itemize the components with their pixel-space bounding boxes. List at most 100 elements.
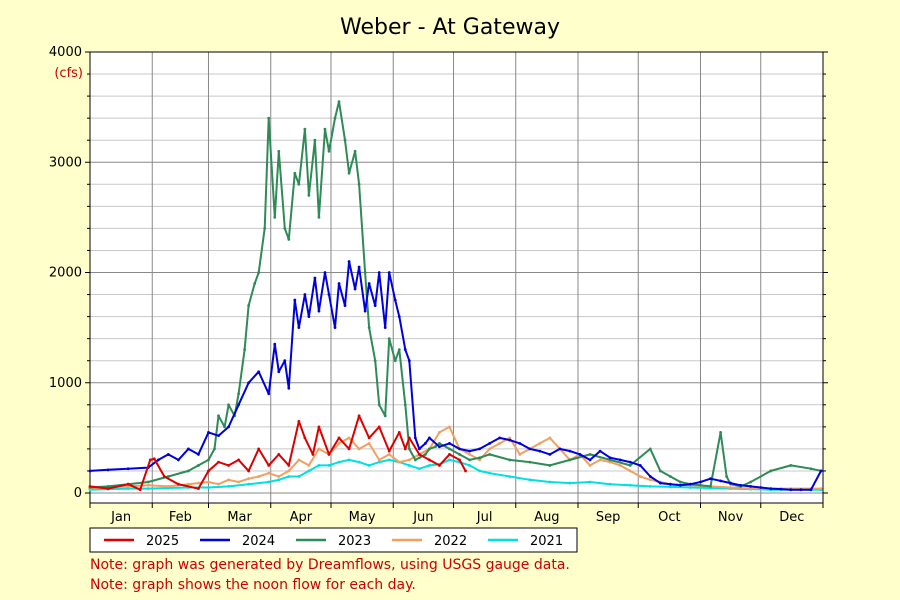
data-point-2021 xyxy=(608,482,612,486)
data-point-2024 xyxy=(423,441,427,445)
data-point-2024 xyxy=(789,488,793,492)
data-point-2023 xyxy=(548,464,552,467)
data-point-2022 xyxy=(508,436,512,440)
data-point-2022 xyxy=(478,458,481,462)
data-point-2025 xyxy=(367,436,371,440)
x-tick-label: Jul xyxy=(476,510,493,525)
y-tick-label: 4000 xyxy=(49,45,82,60)
data-point-2022 xyxy=(257,475,261,478)
data-point-2024 xyxy=(809,488,813,492)
data-point-2022 xyxy=(819,487,823,490)
data-point-2023 xyxy=(257,271,261,274)
data-point-2024 xyxy=(578,453,582,456)
data-point-2025 xyxy=(207,469,210,473)
data-point-2025 xyxy=(148,458,152,462)
data-point-2023 xyxy=(363,271,367,274)
data-point-2022 xyxy=(588,464,592,467)
data-point-2023 xyxy=(297,182,301,186)
data-point-2024 xyxy=(739,483,743,487)
data-point-2023 xyxy=(387,337,391,341)
data-point-2022 xyxy=(126,484,130,488)
plot-border xyxy=(89,51,824,504)
data-point-2022 xyxy=(518,453,522,456)
data-point-2022 xyxy=(187,482,190,486)
data-point-2022 xyxy=(367,441,371,445)
data-point-2025 xyxy=(448,453,451,456)
data-point-2023 xyxy=(488,453,492,456)
data-point-2023 xyxy=(283,227,287,230)
data-point-2023 xyxy=(207,458,210,462)
data-point-2022 xyxy=(347,436,351,440)
data-point-2024 xyxy=(273,342,277,346)
data-point-2021 xyxy=(568,481,572,485)
data-point-2021 xyxy=(488,471,492,475)
data-point-2023 xyxy=(699,483,702,487)
data-point-2023 xyxy=(373,359,377,363)
data-point-2024 xyxy=(427,436,431,440)
data-point-2024 xyxy=(598,449,602,453)
data-point-2023 xyxy=(809,467,813,471)
data-point-2021 xyxy=(689,486,692,489)
plot-area xyxy=(90,52,823,503)
data-point-2025 xyxy=(297,419,301,423)
data-point-2022 xyxy=(488,447,492,451)
data-point-2024 xyxy=(417,447,421,451)
data-point-2025 xyxy=(387,449,391,453)
note-noon-flow: Note: graph shows the noon flow for each… xyxy=(90,577,416,593)
data-point-2024 xyxy=(156,458,160,462)
y-tick-label: 3000 xyxy=(49,155,82,170)
data-point-2023 xyxy=(263,227,267,230)
data-point-2023 xyxy=(468,458,471,462)
data-point-2022 xyxy=(287,469,291,473)
data-point-2024 xyxy=(343,304,347,307)
data-point-2024 xyxy=(498,436,502,440)
data-point-2024 xyxy=(227,425,230,429)
data-point-2024 xyxy=(458,447,461,451)
data-point-2024 xyxy=(166,453,170,456)
data-point-2022 xyxy=(598,458,602,462)
data-point-2024 xyxy=(397,315,401,318)
data-point-2024 xyxy=(719,479,722,483)
data-point-2023 xyxy=(277,149,281,153)
data-point-2022 xyxy=(377,458,381,462)
data-point-2022 xyxy=(407,458,411,462)
data-point-2024 xyxy=(638,464,642,467)
data-point-2024 xyxy=(377,271,381,274)
data-point-2024 xyxy=(217,434,220,438)
data-point-2023 xyxy=(397,348,401,352)
data-point-2025 xyxy=(126,482,130,486)
data-point-2025 xyxy=(303,436,307,440)
data-point-2021 xyxy=(337,460,341,464)
data-point-2023 xyxy=(223,425,226,429)
note-source: Note: graph was generated by Dreamflows,… xyxy=(90,557,570,573)
legend-label: 2023 xyxy=(338,534,371,549)
data-point-2021 xyxy=(367,464,371,467)
data-point-2024 xyxy=(407,359,411,363)
data-point-2024 xyxy=(699,480,702,484)
data-point-2022 xyxy=(146,483,150,487)
data-point-2024 xyxy=(187,447,190,451)
data-point-2023 xyxy=(508,458,512,462)
data-point-2021 xyxy=(297,475,301,478)
data-point-2023 xyxy=(166,475,170,478)
data-point-2024 xyxy=(267,392,271,396)
data-point-2024 xyxy=(207,430,210,434)
data-point-2024 xyxy=(363,309,367,313)
data-point-2022 xyxy=(277,475,281,478)
data-point-2023 xyxy=(337,100,341,104)
data-point-2023 xyxy=(434,445,437,449)
data-point-2024 xyxy=(106,468,110,472)
legend-label: 2024 xyxy=(242,534,275,549)
data-point-2022 xyxy=(237,480,241,484)
data-point-2024 xyxy=(709,477,712,481)
data-point-2024 xyxy=(347,260,351,263)
data-point-2023 xyxy=(146,480,150,484)
data-point-2024 xyxy=(257,370,261,374)
data-point-2021 xyxy=(668,485,672,489)
data-point-2023 xyxy=(725,475,729,478)
data-point-2024 xyxy=(799,488,803,492)
data-point-2025 xyxy=(267,464,271,467)
data-point-2021 xyxy=(588,480,592,484)
data-point-2024 xyxy=(548,453,552,456)
data-point-2021 xyxy=(628,483,632,487)
